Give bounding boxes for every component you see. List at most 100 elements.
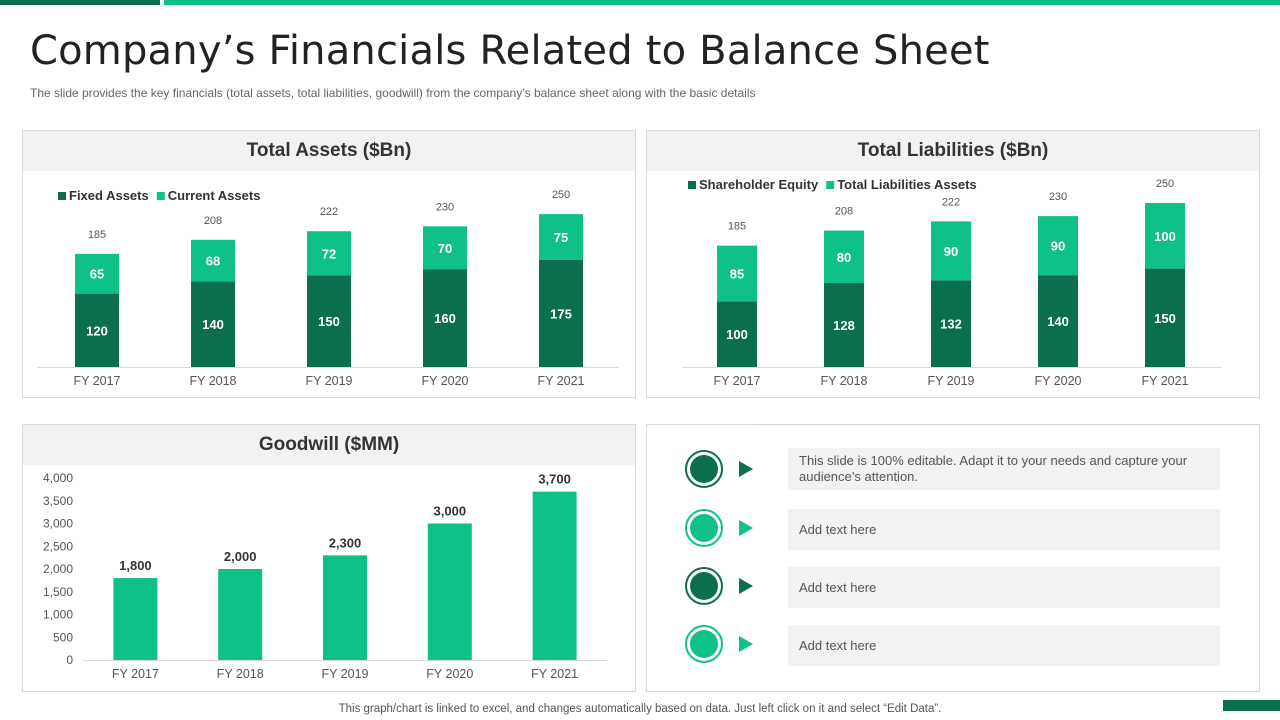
x-tick-label: FY 2017: [73, 374, 120, 388]
total-assets-panel: Total Assets ($Bn) Fixed Assets Current A…: [22, 130, 636, 398]
y-tick-label: 2,500: [43, 539, 73, 553]
data-label: 65: [90, 267, 104, 282]
x-tick-label: FY 2017: [713, 374, 760, 388]
bar-chart-icon: [685, 509, 723, 567]
data-label: 72: [322, 246, 336, 261]
y-tick-label: 1,500: [43, 585, 73, 599]
total-label: 185: [88, 229, 106, 241]
bar-segment-total-liabilities-assets: [717, 245, 757, 302]
goodwill-panel: Goodwill ($MM) 0 500 1,000 1,500 2,000 2,500 3…: [22, 424, 636, 692]
note-text[interactable]: Add text here: [788, 509, 1220, 550]
data-label: 90: [1051, 239, 1065, 254]
data-label: 175: [550, 306, 572, 321]
y-tick-label: 2,000: [43, 562, 73, 576]
x-tick-label: FY 2020: [421, 374, 468, 388]
data-label: 3,700: [538, 472, 571, 487]
x-tick-label: FY 2018: [189, 374, 236, 388]
arrow-right-icon: [739, 461, 753, 477]
bar-segment-fixed-assets: [191, 281, 235, 367]
total-assets-chart[interactable]: Fixed Assets Current Assets 120 65 185 FY 201…: [23, 171, 635, 397]
total-label: 222: [942, 196, 960, 208]
legend-series-2-label: Total Liabilities Assets: [837, 177, 976, 192]
note-text[interactable]: Add text here: [788, 567, 1220, 608]
bar-segment-current-assets: [539, 214, 583, 260]
arrow-right-icon: [739, 636, 753, 652]
total-label: 208: [204, 215, 222, 227]
note-row: Add text here: [647, 509, 1259, 567]
arrow-right-icon: [739, 578, 753, 594]
data-label: 150: [1154, 311, 1176, 326]
top-accent-bar-light: [164, 0, 1280, 5]
data-label: 2,000: [224, 549, 257, 564]
x-tick-label: FY 2020: [426, 667, 473, 681]
total-label: 208: [835, 206, 853, 218]
legend-series-2-swatch: [156, 192, 165, 200]
data-label: 100: [726, 327, 748, 342]
data-label: 68: [206, 254, 220, 269]
data-label: 140: [202, 317, 224, 332]
total-label: 222: [320, 206, 338, 218]
data-label: 80: [837, 250, 851, 265]
total-label: 230: [1049, 191, 1067, 203]
data-label: 120: [86, 323, 108, 338]
goodwill-bar: [532, 491, 577, 660]
legend-series-1-label: Shareholder Equity: [699, 177, 819, 192]
x-tick-label: FY 2017: [112, 667, 159, 681]
bar-segment-current-assets: [191, 239, 235, 282]
data-label: 140: [1047, 314, 1069, 329]
legend-series-1-swatch: [58, 192, 66, 200]
bar-segment-shareholder-equity: [1038, 275, 1078, 367]
page-title: Company’s Financials Related to Balance …: [30, 28, 990, 74]
bar-segment-total-liabilities-assets: [824, 230, 864, 284]
legend-series-1-label: Fixed Assets: [69, 188, 149, 203]
top-accent-bar-dark: [0, 0, 160, 5]
goodwill-bar: [113, 578, 158, 660]
bar-segment-total-liabilities-assets: [1038, 216, 1078, 276]
note-text[interactable]: This slide is 100% editable. Adapt it to…: [788, 448, 1220, 490]
goodwill-chart[interactable]: 0 500 1,000 1,500 2,000 2,500 3,000 3,500 4,000 1…: [23, 465, 635, 691]
total-liabilities-chart[interactable]: Shareholder Equity Total Liabilities Asse…: [647, 171, 1259, 397]
x-tick-label: FY 2019: [305, 374, 352, 388]
goodwill-title: Goodwill ($MM): [23, 425, 635, 465]
goodwill-bar: [427, 523, 472, 660]
data-label: 132: [940, 317, 962, 332]
total-label: 250: [1156, 178, 1174, 190]
money-growth-icon: $: [685, 625, 723, 684]
data-label: 150: [318, 314, 340, 329]
x-tick-label: FY 2018: [820, 374, 867, 388]
y-tick-label: 500: [53, 630, 73, 644]
data-label: 2,300: [329, 535, 362, 550]
data-label: 160: [434, 311, 456, 326]
data-label: 1,800: [119, 558, 152, 573]
total-label: 185: [728, 221, 746, 233]
x-tick-label: FY 2021: [1141, 374, 1188, 388]
x-tick-label: FY 2021: [531, 667, 578, 681]
page-subtitle: The slide provides the key financials (t…: [30, 86, 756, 100]
bar-segment-fixed-assets: [423, 269, 467, 367]
data-label: 70: [438, 241, 452, 256]
footer-accent-bar: [1223, 700, 1280, 711]
note-row: Add text here: [647, 567, 1259, 624]
bar-segment-shareholder-equity: [717, 301, 757, 367]
x-tick-label: FY 2020: [1034, 374, 1081, 388]
total-label: 230: [436, 201, 454, 213]
data-label: 90: [944, 244, 958, 259]
x-tick-label: FY 2019: [927, 374, 974, 388]
data-label: 100: [1154, 229, 1176, 244]
bar-segment-current-assets: [75, 253, 119, 294]
x-tick-label: FY 2019: [321, 667, 368, 681]
x-tick-label: FY 2018: [217, 667, 264, 681]
growth-chart-icon: [685, 567, 723, 624]
x-tick-label: FY 2021: [537, 374, 584, 388]
bar-segment-fixed-assets: [307, 275, 351, 367]
y-tick-label: 0: [66, 653, 73, 667]
bar-segment-current-assets: [423, 226, 467, 270]
data-label: 3,000: [434, 504, 467, 519]
bar-segment-shareholder-equity: [931, 280, 971, 367]
note-text[interactable]: Add text here: [788, 625, 1220, 666]
data-label: 128: [833, 318, 855, 333]
bar-segment-total-liabilities-assets: [931, 221, 971, 281]
financial-report-icon: [685, 450, 723, 509]
y-tick-label: 3,000: [43, 517, 73, 531]
dashed-divider: [759, 424, 1259, 425]
